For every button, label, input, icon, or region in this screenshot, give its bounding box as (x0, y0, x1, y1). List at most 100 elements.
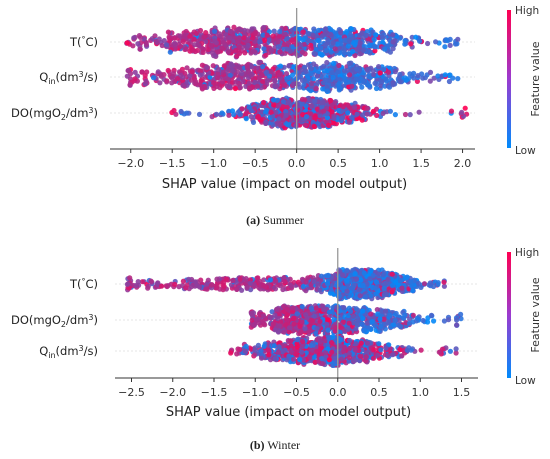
winter-dot (276, 344, 282, 350)
winter-dot (267, 357, 274, 363)
winter-dot (431, 318, 437, 324)
winter-dot (344, 267, 350, 273)
summer-panel: −2.0 −1.5 −1.0 −0.5 0.0 0.5 1.0 1.5 2.0 SHAP valu… (11, 5, 542, 227)
winter-dot (325, 327, 331, 333)
winter-dot (430, 283, 437, 290)
summer-dot (266, 37, 272, 43)
winter-dot (425, 319, 431, 325)
summer-dot (169, 80, 175, 86)
summer-dot (363, 32, 369, 39)
summer-dot (172, 42, 179, 48)
summer-dot (200, 49, 206, 56)
winter-dot (378, 323, 384, 330)
summer-dot (390, 46, 396, 52)
summer-dot (165, 29, 171, 35)
summer-dot (308, 70, 314, 77)
summer-dot (235, 26, 241, 32)
summer-dot (208, 42, 214, 49)
summer-dot (130, 43, 136, 49)
winter-dot (294, 311, 300, 317)
summer-dot (448, 108, 455, 114)
winter-dot (385, 276, 391, 282)
summer-dot (275, 39, 281, 45)
summer-dot (270, 33, 276, 39)
summer-dot (189, 69, 195, 75)
winter-dot (381, 285, 387, 291)
summer-dot (191, 36, 197, 42)
summer-dot (169, 75, 175, 81)
summer-colorbar-low-label: Low (515, 145, 536, 157)
summer-dot (132, 76, 138, 82)
summer-dot (241, 35, 247, 41)
summer-dot (380, 110, 386, 116)
summer-dot (257, 39, 263, 45)
summer-dot (219, 79, 226, 85)
winter-dot (350, 313, 356, 319)
summer-dot (378, 83, 384, 89)
summer-dot (313, 86, 319, 92)
summer-dot (297, 42, 303, 48)
winter-dot (261, 277, 267, 283)
winter-dot (237, 276, 243, 282)
summer-dot (286, 74, 292, 80)
summer-x-tick-label: 1.0 (371, 157, 389, 170)
winter-dot (248, 310, 254, 317)
summer-dot (227, 35, 233, 41)
summer-dot (225, 67, 231, 73)
winter-dot (304, 315, 310, 321)
summer-dot (346, 37, 352, 44)
winter-dot (275, 282, 281, 288)
winter-dot (368, 268, 374, 274)
summer-dot (360, 78, 366, 84)
winter-dot (345, 283, 351, 289)
summer-dot (357, 40, 363, 46)
winter-dot (362, 294, 369, 300)
summer-feature-label-2: DO(mgO2/dm3) (11, 106, 98, 122)
winter-dot (256, 311, 262, 317)
summer-dot (425, 40, 431, 47)
winter-dot (340, 272, 346, 278)
summer-dot (193, 79, 199, 85)
winter-dot (180, 278, 186, 284)
winter-dot (230, 277, 236, 284)
summer-dot (227, 28, 233, 35)
winter-dot (284, 306, 290, 312)
summer-dot (312, 115, 318, 121)
summer-dot (272, 83, 278, 89)
summer-caption-label: (a) (246, 213, 261, 227)
summer-dot (215, 49, 221, 55)
summer-dot (254, 83, 260, 89)
summer-dot (308, 103, 315, 109)
summer-dot (226, 112, 232, 118)
summer-dot (124, 73, 130, 79)
summer-dot (313, 46, 319, 53)
winter-dot (321, 307, 327, 313)
winter-dot (189, 284, 195, 290)
winter-dot (298, 329, 304, 335)
winter-dot (288, 349, 294, 355)
summer-dot (442, 44, 448, 50)
summer-colorbar (507, 10, 511, 148)
summer-dot (197, 72, 203, 78)
winter-dot (373, 322, 379, 328)
summer-dot (262, 41, 268, 47)
summer-dot (246, 104, 252, 110)
summer-dot (282, 31, 288, 37)
summer-dot (284, 35, 290, 42)
summer-dot (329, 81, 335, 87)
summer-dot (277, 49, 283, 55)
summer-dot (324, 59, 330, 66)
summer-dot (390, 39, 396, 45)
winter-dot (205, 277, 211, 283)
summer-x-tick-label: 1.5 (412, 157, 430, 170)
winter-dot (319, 356, 325, 362)
summer-dot (370, 68, 376, 74)
summer-dot (165, 67, 171, 74)
summer-dot (364, 67, 370, 73)
summer-dot (264, 78, 270, 84)
summer-dot (164, 78, 170, 84)
summer-dot (360, 47, 366, 54)
summer-dot (282, 82, 288, 88)
summer-dot (354, 111, 360, 117)
